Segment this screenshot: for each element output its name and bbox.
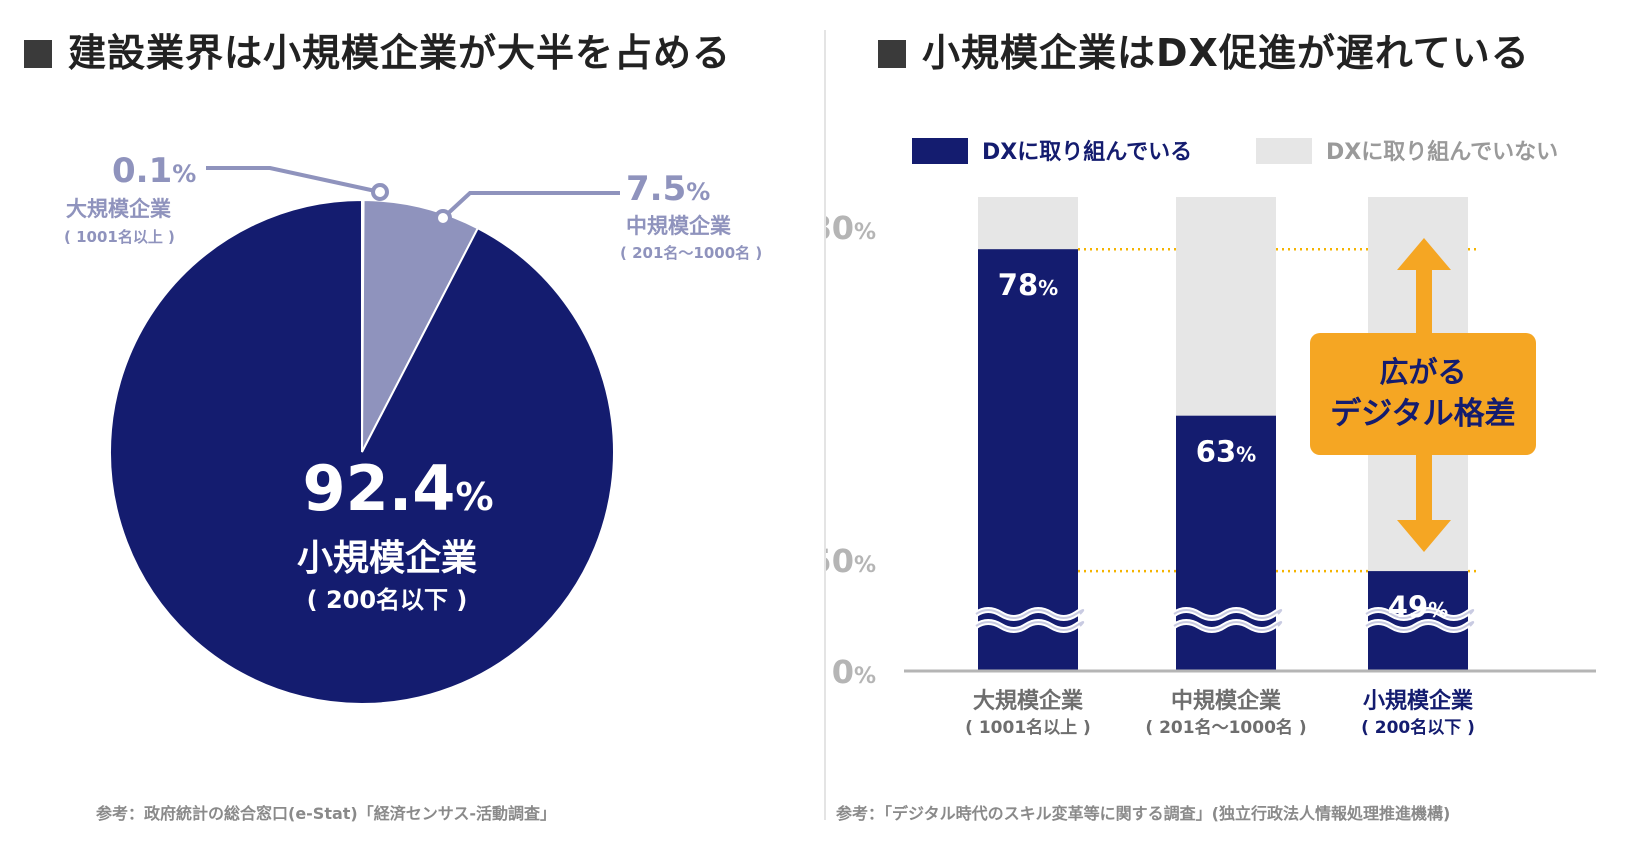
right-title-text: 小規模企業はDX促進が遅れている [922, 31, 1530, 75]
pie-label-medium-name: 中規模企業 [626, 214, 732, 238]
y-tick-label: 50% [826, 542, 876, 580]
square-bullet-icon [24, 40, 52, 68]
pie-label-main-name: 小規模企業 [297, 537, 477, 579]
pie-label-large-sub: ( 1001名以上 ) [64, 228, 175, 246]
pie-leader-lines [206, 166, 620, 227]
x-category-label: 小規模企業 [1363, 688, 1474, 714]
digital-gap-callout: 広がる デジタル格差 [1310, 238, 1536, 552]
bar [1176, 415, 1276, 641]
pie-label-large-value: 0.1% [112, 151, 196, 191]
callout-line2: デジタル格差 [1330, 396, 1515, 432]
left-title-text: 建設業界は小規模企業が大半を占める [68, 31, 732, 75]
bar-value-label: 63% [1196, 435, 1256, 469]
x-category-label: 大規模企業 [973, 688, 1084, 714]
right-source-note: 参考：「デジタル時代のスキル変革等に関する調査」(独立行政法人情報処理推進機構) [836, 804, 1451, 823]
leader-line-large [206, 166, 381, 194]
y-axis-ticks: 80% 50% 0% [826, 209, 876, 691]
pie-label-main-sub: ( 200名以下 ) [307, 586, 468, 614]
x-category-sublabel: ( 1001名以上 ) [965, 717, 1091, 738]
y-tick-label: 0% [832, 653, 876, 691]
x-category-sublabel: ( 201名～1000名 ) [1145, 717, 1306, 738]
axis-break-wave-line [975, 609, 1085, 619]
callout-line1: 広がる [1379, 355, 1466, 389]
leader-dot-large [371, 183, 389, 201]
legend-swatch-dx [912, 138, 968, 164]
panel-divider [824, 30, 826, 820]
bar-base [1176, 641, 1276, 671]
square-bullet-icon [878, 40, 906, 68]
callout-box [1310, 333, 1536, 455]
x-category-label: 中規模企業 [1171, 688, 1282, 714]
legend-label-dx: DXに取り組んでいる [982, 140, 1193, 165]
pie-label-medium-sub: ( 201名～1000名 ) [620, 244, 762, 262]
x-axis-labels: 大規模企業 ( 1001名以上 ) 中規模企業 ( 201名～1000名 ) 小規模企業… [965, 688, 1475, 738]
pie-label-large-name: 大規模企業 [66, 197, 172, 221]
x-category-sublabel: ( 200名以下 ) [1361, 717, 1475, 738]
leader-line-medium [441, 191, 620, 220]
bar-chart: 80% 50% 0% 78% 63% 49% 大規模企業 ( 1001名以上 ) 中規模企業… [826, 197, 1596, 738]
legend-label-no-dx: DXに取り組んでいない [1326, 140, 1559, 165]
axis-break-wave-line [1173, 621, 1283, 631]
pie-slice-small-business [108, 198, 615, 705]
pie-label-main-value: 92.4% [302, 452, 493, 525]
bar-value-label: 78% [998, 268, 1058, 302]
legend-swatch-no-dx [1256, 138, 1312, 164]
bar-base [978, 641, 1078, 671]
leader-dot-medium [434, 209, 452, 227]
pie-label-medium-value: 7.5% [626, 169, 710, 209]
axis-break-wave-line [1365, 609, 1475, 619]
right-panel-title: 小規模企業はDX促進が遅れている [878, 22, 1530, 77]
pie-chart: 0.1% 大規模企業 ( 1001名以上 ) 7.5% 中規模企業 ( 201名… [64, 151, 762, 705]
pie-slice-medium-business [361, 198, 480, 453]
axis-break-wave-line [975, 621, 1085, 631]
left-panel-title: 建設業界は小規模企業が大半を占める [24, 22, 731, 77]
bar [978, 249, 1078, 641]
pie-slices [108, 198, 615, 705]
axis-break-wave-line [1365, 621, 1475, 631]
bar-value-label: 49% [1388, 590, 1448, 624]
legend-dx: DXに取り組んでいる [912, 134, 1192, 166]
left-source-note: 参考：政府統計の総合窓口(e-Stat)「経済センサス-活動調査」 [96, 804, 557, 823]
y-tick-label: 80% [826, 209, 876, 247]
bar-base [1368, 641, 1468, 671]
legend-no-dx: DXに取り組んでいない [1256, 134, 1558, 166]
axis-break-wave-line [1173, 609, 1283, 619]
